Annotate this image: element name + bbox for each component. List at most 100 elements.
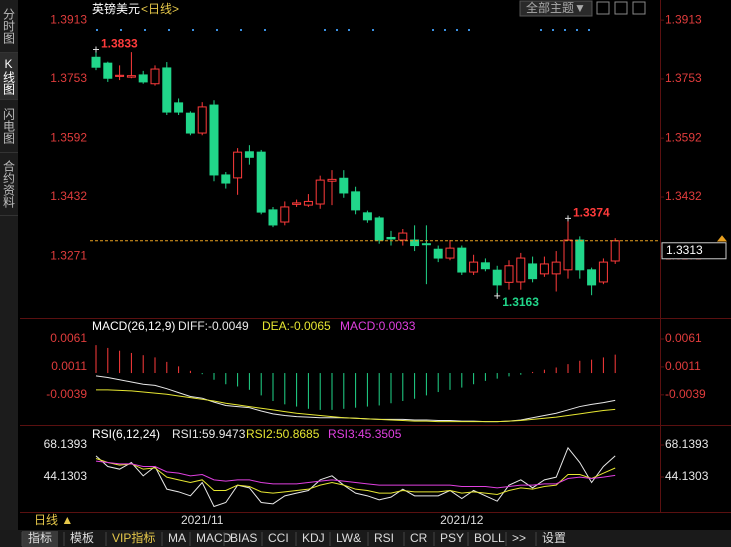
tab[interactable]: 设置 [542,531,566,545]
y-tick-label-right: 0.0061 [665,331,702,345]
candle-body [138,74,148,83]
y-tick-label-right: -0.0039 [665,387,706,401]
y-tick-label-right: 1.3592 [665,130,702,144]
candle-body [528,263,538,280]
candle-body [315,179,325,205]
candle-body [587,269,597,286]
y-tick-label-right: 1.3913 [665,12,702,26]
tab[interactable]: RSI [374,531,394,545]
period-button[interactable]: 日线 ▲ [34,513,73,527]
candle-body [539,263,549,275]
candle-body [398,232,408,241]
candle-body [327,178,337,182]
rsi-title: RSI(6,12,24) [92,427,160,441]
extreme-marker [93,46,99,53]
candle-body [504,265,514,283]
y-tick-label-right: 68.1393 [665,437,709,451]
candle-body [103,62,113,79]
legend-entry: RSI2:50.8685 [246,427,320,441]
tab[interactable]: BOLL [474,531,505,545]
candle-body [551,261,561,275]
tab[interactable]: CR [410,531,428,545]
candle-body [516,257,526,283]
x-tick-label: 2021/12 [440,513,484,527]
candle-body [256,151,266,213]
tab[interactable]: 模板 [70,531,94,545]
candle-body [492,269,502,286]
candle-body [351,191,361,211]
candle-body [150,68,160,85]
y-tick-label: 68.1393 [44,437,88,451]
candle-body [433,248,443,259]
y-tick-label: -0.0039 [46,387,87,401]
y-tick-label-right: 1.3753 [665,71,702,85]
side-tab[interactable]: 分时图 [0,0,18,53]
y-tick-label: 1.3753 [50,71,87,85]
side-tab[interactable]: K线图 [0,53,18,100]
tab[interactable]: LW& [336,531,361,545]
theme-menu[interactable]: 全部主题▼ [526,0,586,15]
y-tick-label: 1.3271 [50,248,87,262]
tab[interactable]: KDJ [302,531,325,545]
macd-line [96,389,616,423]
x-tick-label: 2021/11 [181,513,224,527]
legend-entry: DIFF:-0.0049 [178,319,249,333]
candle-body [598,261,608,283]
signal-dots [96,29,590,31]
tab[interactable]: VIP指标 [112,530,155,545]
extreme-label: 1.3833 [101,37,138,51]
y-tick-label: 1.3913 [50,12,87,26]
icon[interactable] [632,1,646,15]
tab[interactable]: MACD [196,531,232,545]
icon[interactable] [614,1,628,15]
tab[interactable]: PSY [440,531,464,545]
side-tab[interactable]: 合约资料 [0,153,18,216]
candle-body [575,239,585,271]
legend-entry: MACD:0.0033 [340,319,416,333]
tab[interactable]: 指标 [28,530,52,545]
candle-body [292,202,302,205]
legend-entry: RSI3:45.3505 [328,427,402,441]
y-tick-label: 0.0011 [51,359,87,373]
candle-body [410,239,420,247]
y-tick-label: 44.1303 [44,469,88,483]
candle-body [303,200,313,206]
candle-body [244,151,254,158]
candle-body [457,247,467,273]
last-price-box [661,242,727,260]
candle-body [362,212,372,221]
rsi-line [95,458,616,496]
extreme-label: 1.3163 [502,295,539,309]
tab[interactable]: CCI [268,531,289,545]
candle-body [233,151,243,179]
candle-body [174,102,184,113]
candle-body [480,262,490,270]
icon[interactable] [596,1,610,15]
candle-body [445,247,455,259]
rsi-line [95,460,616,489]
candle-body [197,106,207,134]
side-tab[interactable]: 闪电图 [0,100,18,153]
tab[interactable]: >> [512,531,526,545]
candle-body [115,74,125,77]
candle-body [610,240,620,262]
candle-body [280,206,290,223]
y-tick-label: 1.3592 [50,130,87,144]
tab[interactable]: MA [168,531,186,545]
candle-body [268,209,278,226]
theme-menu-box[interactable] [519,0,593,17]
candle-body [421,243,431,246]
candle-body [185,112,195,134]
tab-active [22,531,58,547]
candle-body [374,217,384,241]
candle-body [386,236,396,240]
tab-bar [0,530,731,547]
tab[interactable]: BIAS [230,531,257,545]
last-price-label: 1.3313 [666,243,703,257]
candle-body [126,75,136,78]
legend-entry: DEA:-0.0065 [262,319,331,333]
macd-title: MACD(26,12,9) [92,319,175,333]
legend-entry: RSI1:59.9473 [172,427,246,441]
